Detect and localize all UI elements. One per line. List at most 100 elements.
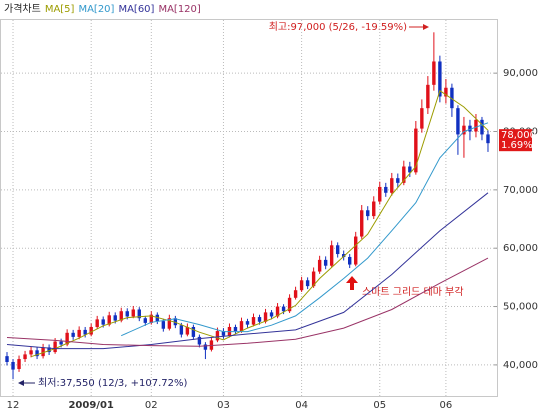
candle-body xyxy=(95,319,99,327)
candle-body xyxy=(299,280,304,291)
x-tick-label: 12 xyxy=(7,400,20,411)
candle-body xyxy=(89,326,93,335)
candle-body xyxy=(119,311,123,321)
ma-line xyxy=(30,89,489,358)
y-tick-label: 60,000 xyxy=(503,243,538,254)
candle-body xyxy=(438,61,442,97)
candle-body xyxy=(215,331,220,341)
candle-body xyxy=(281,306,286,312)
candle-body xyxy=(444,87,448,97)
candle-body xyxy=(41,347,45,357)
candle-body xyxy=(35,350,39,357)
candle-body xyxy=(65,332,69,345)
candle-body xyxy=(149,314,154,323)
candle-body xyxy=(305,280,310,287)
candle-body xyxy=(275,306,280,317)
candle-body xyxy=(293,290,298,298)
candle-body xyxy=(113,315,117,321)
candle-body xyxy=(372,201,376,217)
theme-annotation: 스마트 그리드 테마 부각 xyxy=(362,286,464,298)
low-annotation: 최저:37,550 (12/3, +107.72%) xyxy=(38,377,188,389)
y-tick-label: 90,000 xyxy=(503,68,538,79)
candle-body xyxy=(480,119,484,135)
ma-line xyxy=(6,257,489,347)
candle-body xyxy=(197,336,202,345)
candle-body xyxy=(402,166,406,183)
candle-body xyxy=(486,134,490,144)
theme-arrow xyxy=(346,276,358,290)
candle-body xyxy=(53,341,57,353)
candle-body xyxy=(474,119,478,132)
candle-body xyxy=(71,332,75,337)
candle-body xyxy=(432,61,436,85)
legend-price: 가격차트 xyxy=(4,2,41,15)
candle-body xyxy=(239,321,244,332)
candle-body xyxy=(366,210,370,217)
candle-body xyxy=(191,326,196,337)
candle-body xyxy=(317,259,322,272)
candle-body xyxy=(287,297,292,312)
candle-body xyxy=(131,309,135,317)
candle-body xyxy=(408,166,412,173)
legend-entry: MA[60] xyxy=(118,4,154,15)
ma-line xyxy=(120,122,489,337)
candle-body xyxy=(269,312,274,317)
candle-body xyxy=(390,178,394,193)
candle-body xyxy=(83,329,87,335)
candle-body xyxy=(245,321,250,325)
candle-body xyxy=(173,318,178,326)
candle-body xyxy=(426,84,430,109)
candle-body xyxy=(414,128,418,173)
candle-body xyxy=(17,359,21,369)
candle-body xyxy=(11,361,15,370)
candle-body xyxy=(29,350,33,355)
legend: 가격차트 MA[5] MA[20] MA[60] MA[120] xyxy=(4,2,201,15)
candle-body xyxy=(125,311,129,317)
x-tick-label: 03 xyxy=(217,400,230,411)
candle-body xyxy=(378,186,382,202)
candle-body xyxy=(221,331,226,336)
x-tick-label: 02 xyxy=(145,400,158,411)
high-arrow-head xyxy=(423,24,429,30)
candle-body xyxy=(360,210,364,237)
candle-body xyxy=(233,326,238,332)
candle-body xyxy=(354,236,358,265)
candle-body xyxy=(101,319,105,325)
candle-body xyxy=(263,312,268,322)
x-tick-label: 04 xyxy=(295,400,308,411)
candle-body xyxy=(251,317,256,325)
candle-body xyxy=(59,341,63,345)
candle-body xyxy=(341,254,346,257)
last-price-label: 78,000 xyxy=(501,130,536,141)
candle-body xyxy=(5,356,9,362)
ma-line xyxy=(6,192,489,350)
y-tick-label: 70,000 xyxy=(503,185,538,196)
x-tick-label: 05 xyxy=(373,400,386,411)
candle-body xyxy=(47,347,51,353)
x-tick-label: 2009/01 xyxy=(68,400,113,411)
legend-entry: MA[20] xyxy=(78,4,114,15)
candle-body xyxy=(311,271,316,287)
candle-body xyxy=(456,108,460,135)
low-arrow-head xyxy=(18,380,24,386)
legend-entry: MA[5] xyxy=(45,4,75,15)
candle-body xyxy=(348,256,352,265)
candle-body xyxy=(462,125,466,135)
candle-body xyxy=(179,325,184,335)
candle-body xyxy=(450,87,454,109)
candle-body xyxy=(185,326,190,335)
candle-body xyxy=(323,259,328,266)
candle-body xyxy=(143,318,147,323)
y-tick-label: 40,000 xyxy=(503,360,538,371)
candle-body xyxy=(384,186,388,193)
candle-body xyxy=(329,245,334,266)
last-price-box xyxy=(499,129,532,152)
x-tick-label: 06 xyxy=(440,400,453,411)
candle-body xyxy=(420,108,424,129)
candle-body xyxy=(335,245,340,255)
legend-entry: MA[120] xyxy=(158,4,200,15)
candle-body xyxy=(77,329,81,337)
candle-body xyxy=(203,344,208,350)
change-label: 1.69% xyxy=(501,140,533,151)
